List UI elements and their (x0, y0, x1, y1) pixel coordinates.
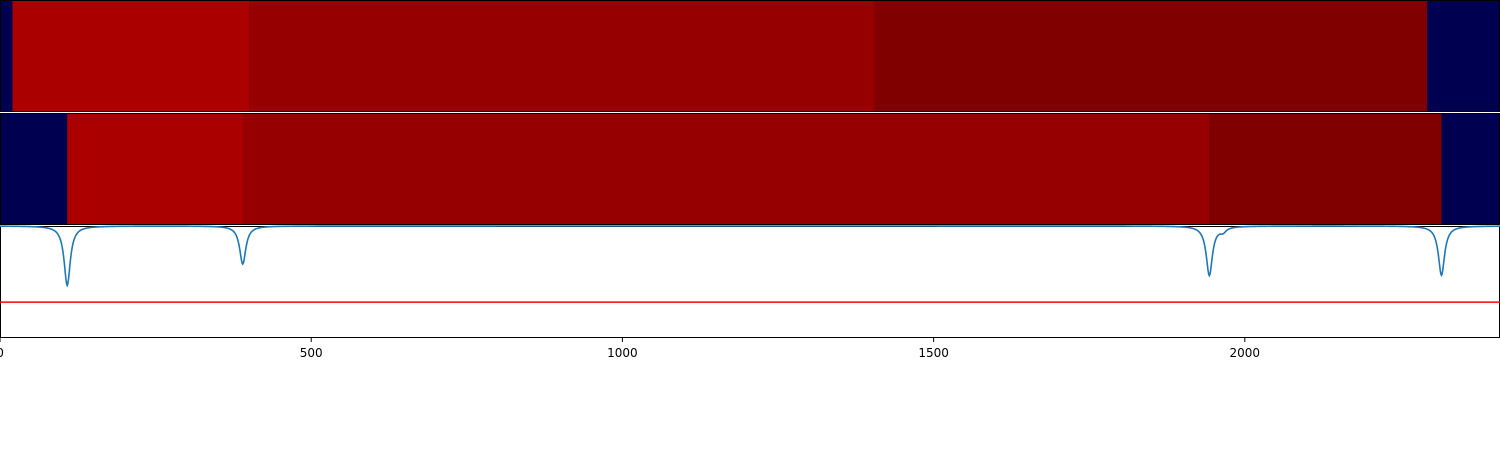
track-1-segment-3 (248, 0, 875, 112)
track-1-segment-2 (12, 0, 250, 112)
x-tick-label-0: 0 (0, 346, 4, 360)
x-tick-label-1000: 1000 (607, 346, 638, 360)
track-2 (0, 113, 1500, 225)
track-1-segment-5 (1427, 0, 1500, 112)
x-tick-label-500: 500 (300, 346, 323, 360)
track-1 (0, 0, 1500, 112)
x-tick-label-1500: 1500 (918, 346, 949, 360)
track-2-segment-3 (242, 113, 1210, 225)
x-axis: 0 500 1000 1500 2000 (0, 338, 1260, 360)
track-2-segment-1 (0, 113, 68, 225)
track-2-segment-2 (67, 113, 244, 225)
signal-line (0, 225, 1500, 288)
heatmap-tracks (0, 0, 1500, 225)
track-2-segment-4 (1209, 113, 1442, 225)
signal-panel (0, 225, 1500, 338)
x-tick-label-2000: 2000 (1230, 346, 1261, 360)
track-1-segment-1 (0, 0, 13, 112)
signal-frame (0, 226, 1500, 338)
track-1-segment-4 (874, 0, 1428, 112)
track-2-segment-5 (1441, 113, 1500, 225)
